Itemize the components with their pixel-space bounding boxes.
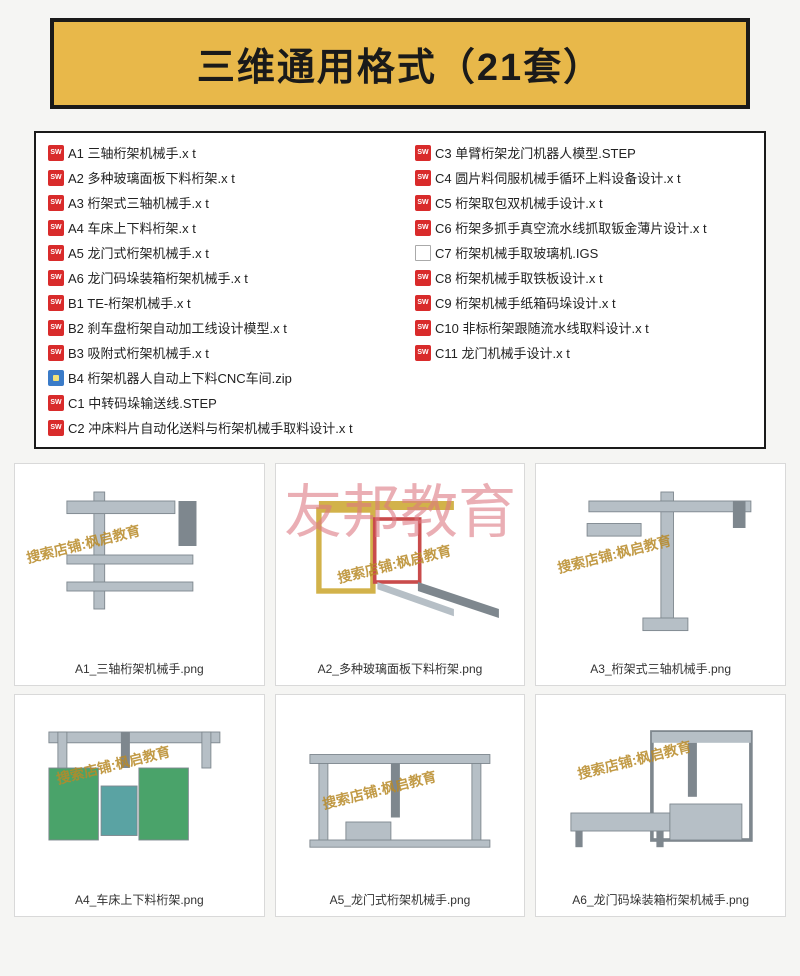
file-list-box: SWA1 三轴桁架机械手.x tSWA2 多种玻璃面板下料桁架.x tSWA3 … bbox=[34, 131, 766, 449]
file-name-label: A5 龙门式桁架机械手.x t bbox=[68, 243, 209, 262]
file-item[interactable]: SWA2 多种玻璃面板下料桁架.x t bbox=[48, 168, 385, 187]
thumbnail-card[interactable]: 搜索店铺:枫启教育A6_龙门码垛装箱桁架机械手.png bbox=[535, 694, 786, 917]
file-column-left: SWA1 三轴桁架机械手.x tSWA2 多种玻璃面板下料桁架.x tSWA3 … bbox=[48, 143, 385, 437]
thumbnail-image: 搜索店铺:枫启教育 bbox=[15, 695, 264, 885]
solidworks-file-icon: SW bbox=[415, 345, 431, 361]
header-wrap: 三维通用格式（21套） bbox=[0, 0, 800, 123]
solidworks-file-icon: SW bbox=[48, 195, 64, 211]
solidworks-file-icon: SW bbox=[415, 195, 431, 211]
thumbnail-caption: A1_三轴桁架机械手.png bbox=[71, 654, 208, 685]
file-item[interactable]: SWC1 中转码垛输送线.STEP bbox=[48, 393, 385, 412]
thumbnail-card[interactable]: 搜索店铺:枫启教育A2_多种玻璃面板下料桁架.png bbox=[275, 463, 526, 686]
file-item[interactable]: SWA5 龙门式桁架机械手.x t bbox=[48, 243, 385, 262]
thumbnail-grid: 搜索店铺:枫启教育A1_三轴桁架机械手.png 搜索店铺:枫启教育A2_多种玻璃… bbox=[0, 459, 800, 933]
file-name-label: C4 圆片料伺服机械手循环上料设备设计.x t bbox=[435, 168, 681, 187]
file-item[interactable]: SWA4 车床上下料桁架.x t bbox=[48, 218, 385, 237]
solidworks-file-icon: SW bbox=[48, 220, 64, 236]
solidworks-file-icon: SW bbox=[48, 170, 64, 186]
solidworks-file-icon: SW bbox=[48, 295, 64, 311]
generic-file-icon bbox=[415, 245, 431, 261]
thumbnail-image: 搜索店铺:枫启教育 bbox=[536, 464, 785, 654]
header-banner: 三维通用格式（21套） bbox=[50, 18, 750, 109]
file-item[interactable]: SWA6 龙门码垛装箱桁架机械手.x t bbox=[48, 268, 385, 287]
file-name-label: B2 刹车盘桁架自动加工线设计模型.x t bbox=[68, 318, 287, 337]
file-name-label: C10 非标桁架跟随流水线取料设计.x t bbox=[435, 318, 649, 337]
file-name-label: C6 桁架多抓手真空流水线抓取钣金薄片设计.x t bbox=[435, 218, 707, 237]
thumbnail-card[interactable]: 搜索店铺:枫启教育A5_龙门式桁架机械手.png bbox=[275, 694, 526, 917]
file-name-label: A1 三轴桁架机械手.x t bbox=[68, 143, 196, 162]
file-item[interactable]: SWB2 刹车盘桁架自动加工线设计模型.x t bbox=[48, 318, 385, 337]
file-column-right: SWC3 单臂桁架龙门机器人模型.STEPSWC4 圆片料伺服机械手循环上料设备… bbox=[415, 143, 752, 437]
file-name-label: C5 桁架取包双机械手设计.x t bbox=[435, 193, 603, 212]
thumbnail-image: 搜索店铺:枫启教育 bbox=[536, 695, 785, 885]
solidworks-file-icon: SW bbox=[415, 295, 431, 311]
solidworks-file-icon: SW bbox=[48, 420, 64, 436]
file-item[interactable]: SWB3 吸附式桁架机械手.x t bbox=[48, 343, 385, 362]
solidworks-file-icon: SW bbox=[48, 395, 64, 411]
file-name-label: B4 桁架机器人自动上下料CNC车间.zip bbox=[68, 368, 292, 387]
thumbnail-card[interactable]: 搜索店铺:枫启教育A4_车床上下料桁架.png bbox=[14, 694, 265, 917]
thumbnail-card[interactable]: 搜索店铺:枫启教育A3_桁架式三轴机械手.png bbox=[535, 463, 786, 686]
file-item[interactable]: SWC8 桁架机械手取铁板设计.x t bbox=[415, 268, 752, 287]
thumbnail-caption: A3_桁架式三轴机械手.png bbox=[586, 654, 735, 685]
file-item[interactable]: SWA3 桁架式三轴机械手.x t bbox=[48, 193, 385, 212]
zip-file-icon bbox=[48, 370, 64, 386]
file-name-label: C11 龙门机械手设计.x t bbox=[435, 343, 570, 362]
file-name-label: C2 冲床料片自动化送料与桁架机械手取料设计.x t bbox=[68, 418, 353, 437]
thumbnail-caption: A6_龙门码垛装箱桁架机械手.png bbox=[568, 885, 753, 916]
solidworks-file-icon: SW bbox=[48, 145, 64, 161]
file-name-label: A6 龙门码垛装箱桁架机械手.x t bbox=[68, 268, 248, 287]
solidworks-file-icon: SW bbox=[48, 345, 64, 361]
thumbnail-caption: A5_龙门式桁架机械手.png bbox=[326, 885, 475, 916]
file-item[interactable]: SWC9 桁架机械手纸箱码垛设计.x t bbox=[415, 293, 752, 312]
thumbnail-image: 搜索店铺:枫启教育 bbox=[276, 464, 525, 654]
solidworks-file-icon: SW bbox=[48, 245, 64, 261]
thumbnail-caption: A2_多种玻璃面板下料桁架.png bbox=[314, 654, 487, 685]
file-name-label: C8 桁架机械手取铁板设计.x t bbox=[435, 268, 603, 287]
file-item[interactable]: SWC3 单臂桁架龙门机器人模型.STEP bbox=[415, 143, 752, 162]
file-name-label: C3 单臂桁架龙门机器人模型.STEP bbox=[435, 143, 636, 162]
file-name-label: A4 车床上下料桁架.x t bbox=[68, 218, 196, 237]
solidworks-file-icon: SW bbox=[415, 145, 431, 161]
solidworks-file-icon: SW bbox=[415, 320, 431, 336]
file-name-label: C7 桁架机械手取玻璃机.IGS bbox=[435, 243, 598, 262]
file-item[interactable]: SWC10 非标桁架跟随流水线取料设计.x t bbox=[415, 318, 752, 337]
file-item[interactable]: B4 桁架机器人自动上下料CNC车间.zip bbox=[48, 368, 385, 387]
file-item[interactable]: SWB1 TE-桁架机械手.x t bbox=[48, 293, 385, 312]
thumbnail-image: 搜索店铺:枫启教育 bbox=[15, 464, 264, 654]
solidworks-file-icon: SW bbox=[48, 270, 64, 286]
file-item[interactable]: C7 桁架机械手取玻璃机.IGS bbox=[415, 243, 752, 262]
file-item[interactable]: SWC6 桁架多抓手真空流水线抓取钣金薄片设计.x t bbox=[415, 218, 752, 237]
thumbnail-caption: A4_车床上下料桁架.png bbox=[71, 885, 208, 916]
file-name-label: A3 桁架式三轴机械手.x t bbox=[68, 193, 209, 212]
file-item[interactable]: SWC2 冲床料片自动化送料与桁架机械手取料设计.x t bbox=[48, 418, 385, 437]
thumbnail-card[interactable]: 搜索店铺:枫启教育A1_三轴桁架机械手.png bbox=[14, 463, 265, 686]
file-item[interactable]: SWC4 圆片料伺服机械手循环上料设备设计.x t bbox=[415, 168, 752, 187]
file-item[interactable]: SWA1 三轴桁架机械手.x t bbox=[48, 143, 385, 162]
solidworks-file-icon: SW bbox=[415, 220, 431, 236]
file-item[interactable]: SWC5 桁架取包双机械手设计.x t bbox=[415, 193, 752, 212]
thumbnail-image: 搜索店铺:枫启教育 bbox=[276, 695, 525, 885]
solidworks-file-icon: SW bbox=[415, 270, 431, 286]
file-name-label: A2 多种玻璃面板下料桁架.x t bbox=[68, 168, 235, 187]
solidworks-file-icon: SW bbox=[415, 170, 431, 186]
file-name-label: C1 中转码垛输送线.STEP bbox=[68, 393, 217, 412]
file-name-label: C9 桁架机械手纸箱码垛设计.x t bbox=[435, 293, 616, 312]
file-name-label: B1 TE-桁架机械手.x t bbox=[68, 293, 191, 312]
file-item[interactable]: SWC11 龙门机械手设计.x t bbox=[415, 343, 752, 362]
file-name-label: B3 吸附式桁架机械手.x t bbox=[68, 343, 209, 362]
solidworks-file-icon: SW bbox=[48, 320, 64, 336]
